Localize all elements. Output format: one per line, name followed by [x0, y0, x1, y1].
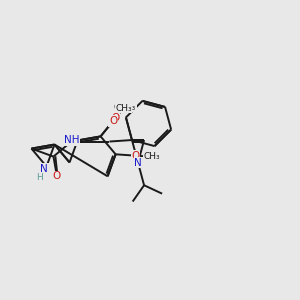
Text: O: O [109, 116, 117, 126]
Text: O: O [131, 151, 140, 161]
Text: NH: NH [64, 135, 80, 145]
Text: N: N [134, 158, 142, 168]
Text: N: N [40, 164, 48, 174]
Text: O: O [53, 171, 61, 181]
Text: CH₃: CH₃ [143, 152, 160, 161]
Text: CH₃: CH₃ [115, 104, 132, 113]
Text: O: O [111, 113, 119, 123]
Text: H: H [37, 173, 43, 182]
Text: OCH₃: OCH₃ [114, 103, 136, 112]
